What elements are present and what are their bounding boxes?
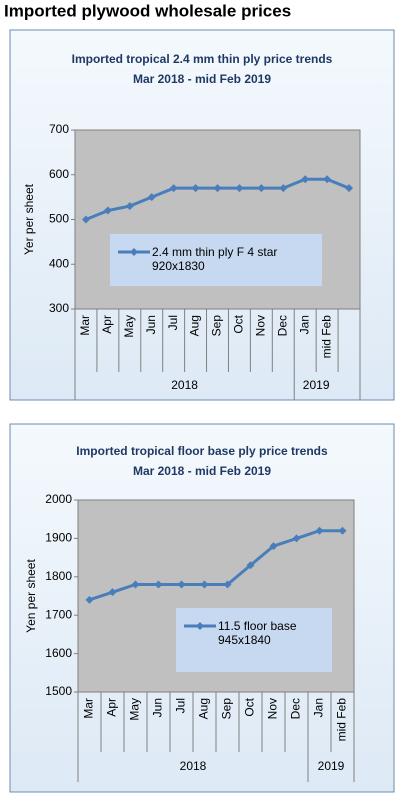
x-tick-label: Jul xyxy=(166,315,180,330)
page-title: Imported plywood wholesale prices xyxy=(4,1,291,20)
data-point xyxy=(200,580,209,589)
group-label: 2018 xyxy=(180,759,207,773)
data-point xyxy=(246,561,255,570)
data-point xyxy=(131,580,140,589)
y-tick-label: 1500 xyxy=(45,684,72,698)
data-point xyxy=(257,184,266,193)
data-point xyxy=(108,588,117,597)
legend-label: 2.4 mm thin ply F 4 star 920x1830 xyxy=(152,245,278,273)
y-tick-label: 700 xyxy=(49,122,69,136)
x-tick-label: Apr xyxy=(105,698,119,717)
data-point xyxy=(154,580,163,589)
x-tick-label: Jan xyxy=(312,698,326,717)
y-tick-label: 300 xyxy=(49,301,69,315)
y-tick-label: 1600 xyxy=(45,646,72,660)
y-tick-label: 600 xyxy=(49,167,69,181)
x-tick-label: Dec xyxy=(289,698,303,719)
data-point xyxy=(279,184,288,193)
legend-entry: 11.5 floor base 945x1840 xyxy=(218,619,297,647)
x-tick-label: Sep xyxy=(220,698,234,720)
data-point xyxy=(345,184,354,193)
data-point xyxy=(177,580,186,589)
group-label: 2018 xyxy=(171,378,198,392)
x-tick-label: Nov xyxy=(254,315,268,336)
legend-marker xyxy=(196,622,204,630)
data-point xyxy=(269,542,278,551)
data-point xyxy=(301,175,310,184)
y-tick-label: 500 xyxy=(49,212,69,226)
data-point xyxy=(213,184,222,193)
legend-box xyxy=(110,234,322,286)
y-tick-label: 400 xyxy=(49,256,69,270)
x-tick-label: Jan xyxy=(297,315,311,334)
data-point xyxy=(169,184,178,193)
x-tick-label: mid Feb xyxy=(319,315,333,359)
x-tick-label: Mar xyxy=(82,698,96,719)
legend-marker xyxy=(130,248,138,256)
x-tick-label: Aug xyxy=(197,698,211,719)
data-point xyxy=(103,206,112,215)
data-point xyxy=(338,526,347,535)
data-point xyxy=(223,580,232,589)
legend-label: 11.5 floor base 945x1840 xyxy=(218,619,297,647)
data-point xyxy=(235,184,244,193)
data-point xyxy=(292,534,301,543)
x-tick-label: Dec xyxy=(275,315,289,336)
data-point xyxy=(85,595,94,604)
x-tick-label: Oct xyxy=(243,697,257,716)
y-tick-label: 2000 xyxy=(45,492,72,506)
data-point xyxy=(315,526,324,535)
legend-entry: 2.4 mm thin ply F 4 star 920x1830 xyxy=(152,245,278,273)
x-tick-label: Nov xyxy=(266,698,280,719)
data-point xyxy=(81,215,90,224)
x-tick-label: mid Feb xyxy=(335,698,349,742)
x-tick-label: May xyxy=(122,315,136,338)
data-point xyxy=(147,193,156,202)
data-line xyxy=(89,529,343,602)
data-point xyxy=(323,175,332,184)
y-axis-label: Yen per sheet xyxy=(24,559,38,633)
y-tick-label: 1900 xyxy=(45,531,72,545)
y-tick-label: 1800 xyxy=(45,569,72,583)
x-tick-label: Jul xyxy=(174,698,188,713)
x-tick-label: Oct xyxy=(232,314,246,333)
chart-title: Imported tropical floor base ply price t… xyxy=(76,444,328,458)
y-tick-label: 1700 xyxy=(45,607,72,621)
x-tick-label: Jun xyxy=(151,698,165,717)
x-tick-label: Mar xyxy=(78,315,92,336)
group-label: 2019 xyxy=(303,378,330,392)
chart-title: Imported tropical 2.4 mm thin ply price … xyxy=(72,52,333,66)
x-tick-label: Aug xyxy=(188,315,202,336)
x-tick-label: Apr xyxy=(100,315,114,334)
chart-subtitle: Mar 2018 - mid Feb 2019 xyxy=(133,464,271,478)
x-tick-label: May xyxy=(128,698,142,721)
x-tick-label: Jun xyxy=(144,315,158,334)
data-point xyxy=(125,202,134,211)
legend-box xyxy=(176,608,332,672)
chart-subtitle: Mar 2018 - mid Feb 2019 xyxy=(133,72,271,86)
data-point xyxy=(191,184,200,193)
x-tick-label: Sep xyxy=(210,315,224,337)
group-label: 2019 xyxy=(318,759,345,773)
y-axis-label: Yer per sheet xyxy=(22,183,36,255)
